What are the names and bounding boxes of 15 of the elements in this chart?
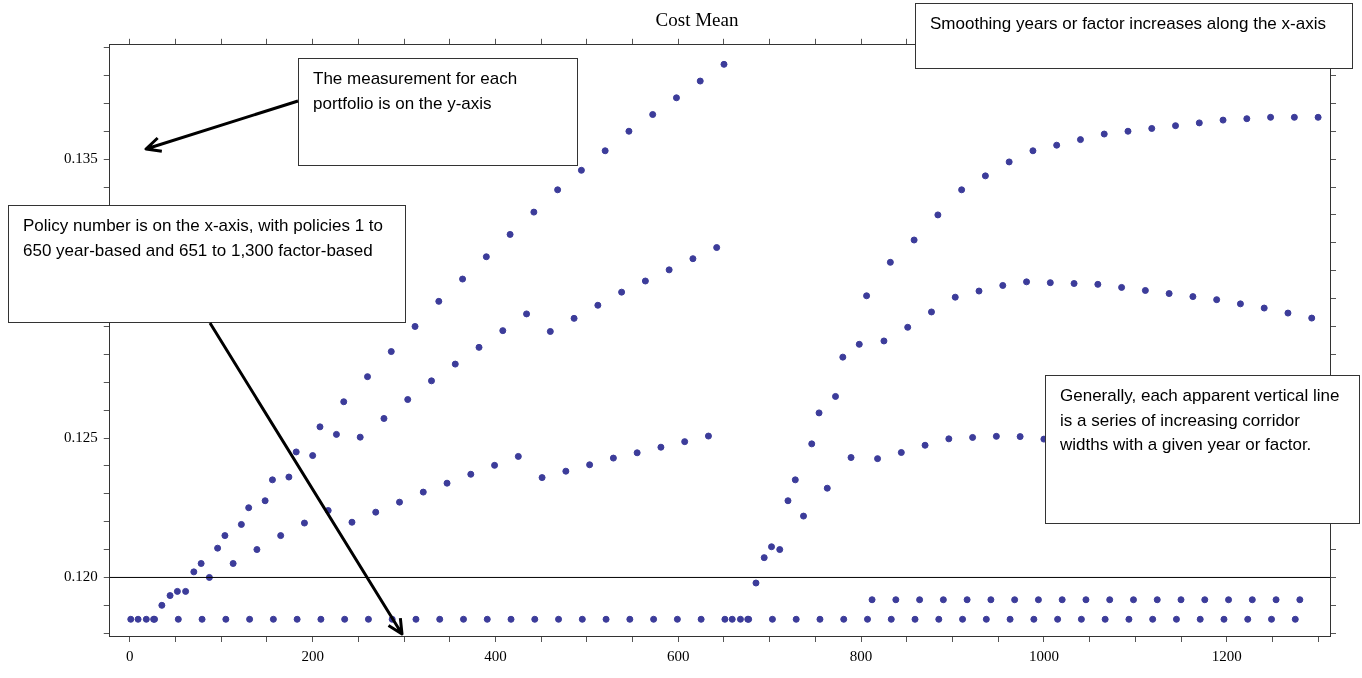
y-tick-label: 0.120 xyxy=(64,568,98,585)
text-box: Generally, each apparent vertical line is a series of increasing corridor widths with a given year or factor. xyxy=(1045,375,1360,524)
x-tick-label: 800 xyxy=(849,647,873,664)
text-box: The measurement for each portfolio is on the y-axis xyxy=(298,58,578,166)
text-box: Smoothing years or factor increases along the x-axis xyxy=(915,3,1353,69)
x-tick-label: 600 xyxy=(667,647,690,664)
y-tick-label: 0.135 xyxy=(64,150,98,167)
x-tick-label: 0 xyxy=(126,647,134,664)
chart-title: Cost Mean xyxy=(655,9,739,31)
x-tick-label: 400 xyxy=(484,647,507,664)
x-tick-label: 1200 xyxy=(1211,647,1242,664)
x-tick-label: 1000 xyxy=(1028,647,1059,664)
y-tick-label: 0.125 xyxy=(64,428,98,445)
text-box: Policy number is on the x-axis, with policies 1 to 650 year-based and 651 to 1,300 factor-based xyxy=(8,205,406,323)
x-tick-label: 200 xyxy=(301,647,324,664)
